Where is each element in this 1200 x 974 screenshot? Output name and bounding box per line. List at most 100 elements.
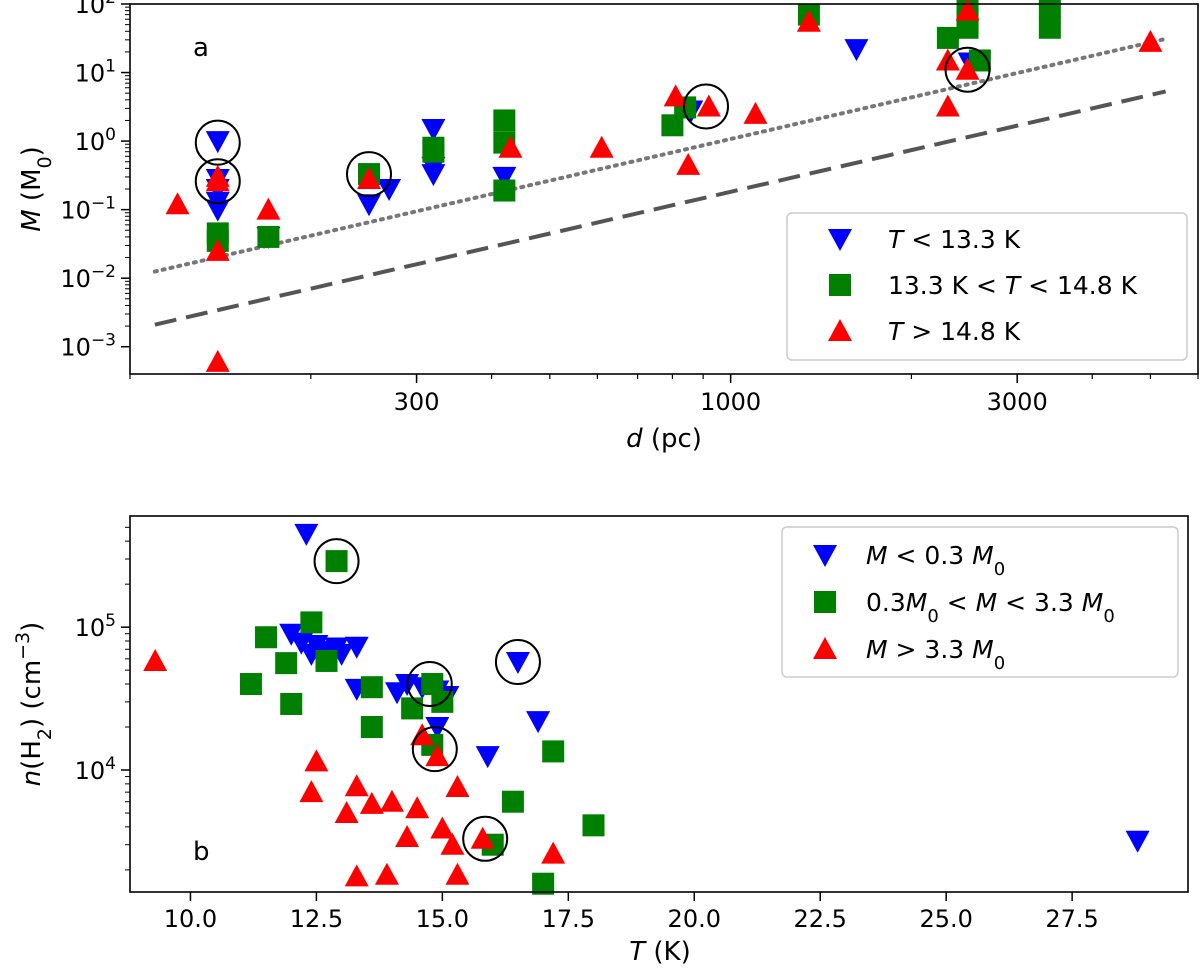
panel-b-x-tick-label-6: 22.5 — [794, 905, 847, 933]
panel-a-y-tick-label-1: 10−3 — [60, 331, 116, 362]
panel-a-y-ticks: 10−3 10−2 10−1 100 101 102 — [60, 0, 130, 362]
panel-a-series-2-point-18 — [1038, 0, 1061, 19]
panel-b-series-2-point-6 — [315, 649, 338, 672]
panel-b-x-tick-label-1: 10.0 — [164, 905, 217, 933]
panel-a-x-ticks: 300 1000 3000 — [129, 374, 1199, 416]
panel-a-series-3-point-1 — [205, 349, 230, 372]
panel-b-series-1-point-8 — [329, 643, 354, 666]
panel-b-legend-markers — [813, 545, 837, 659]
panel-b-series-2-point-15 — [501, 790, 524, 813]
panel-a-series-1-point-14 — [844, 39, 869, 62]
panel-b-series-2-point-8 — [360, 676, 383, 699]
panel-a-series-2-point-16 — [956, 16, 979, 39]
panel-a-circle-5 — [944, 46, 991, 93]
panel-b-y-tick-label-1: 104 — [75, 754, 116, 785]
panel-a-x-tick-label-1: 300 — [394, 388, 440, 416]
panel-b-series-3-point-11 — [405, 796, 430, 819]
panel-a-series-1-point-5 — [205, 199, 230, 222]
panel-b-series-2-point-7 — [325, 550, 348, 573]
panel-a-series-2-point-19 — [1038, 16, 1061, 39]
panel-a-y-axis-label: M (M0) — [17, 146, 56, 232]
panel-b-series-3-point-16 — [445, 862, 470, 885]
panel-b-circle-1 — [313, 538, 360, 585]
panel-b-series-3-point-17 — [445, 775, 470, 798]
panel-a-letter: a — [193, 33, 209, 63]
panel-b-series-3-point-1 — [143, 648, 168, 671]
panel-a-series-1-point-7 — [357, 194, 382, 217]
panel-a-series-1-point-12 — [492, 166, 517, 189]
panel-b-series-3-point-18 — [470, 826, 495, 849]
panel-b-series-2-point-17 — [542, 740, 565, 763]
panel-b-series-1-point-5 — [304, 635, 329, 658]
panel-b-x-tick-label-5: 20.0 — [668, 905, 721, 933]
panel-b-x-ticks: 10.0 12.5 15.0 17.5 20.0 22.5 25.0 27.5 — [164, 892, 1099, 933]
panel-b-series-2-point-1 — [239, 673, 262, 696]
panel-a-circle-4 — [683, 83, 730, 130]
panel-a-series-1-point-8 — [377, 179, 402, 201]
panel-a-legend-label-1: T < 13.3 K — [888, 225, 1021, 254]
panel-a-legend-markers — [828, 229, 852, 341]
panel-b-x-tick-label-8: 27.5 — [1045, 905, 1098, 933]
panel-b-legend-marker-1 — [813, 545, 837, 567]
panel-a-series-2-point-10 — [661, 114, 684, 137]
panel-a-x-axis-label: d (pc) — [626, 424, 702, 454]
panel-a-legend-marker-1 — [828, 229, 852, 251]
panel-a-reference-lines — [152, 36, 1168, 327]
panel-a-series-2-point-3 — [257, 225, 280, 248]
panel-a-legend-marker-2 — [829, 274, 851, 296]
panel-b-series-2-point-5 — [300, 611, 323, 634]
panel-a-series-2-point-13 — [936, 26, 959, 49]
panel-a-reference-line-dashed — [154, 89, 1167, 327]
panel-a-y-tick-label-6: 102 — [75, 0, 116, 19]
panel-b-series-2-point-11 — [421, 673, 444, 696]
panel-a-series-3-point-13 — [743, 101, 768, 124]
panel-a-reference-line-dotted — [152, 36, 1168, 274]
panel-a-series-3-point-2 — [205, 238, 230, 261]
panel-a-x-tick-label-2: 1000 — [700, 388, 761, 416]
panel-a-series-3-point-11 — [676, 152, 701, 175]
panel-b-x-axis-label: T (K) — [629, 937, 691, 967]
panel-b-series-2-point-18 — [582, 814, 605, 837]
panel-a-circle-2 — [194, 158, 241, 205]
panel-b-series-3-point-9 — [379, 789, 404, 812]
panel-b-series-3-point-5 — [344, 774, 369, 797]
panel-a-series-3-point-17 — [955, 0, 980, 21]
panel-a-series-1-point-9 — [421, 119, 446, 142]
panel-a-y-tick-label-4: 100 — [75, 125, 116, 156]
panel-b-series-3-point-7 — [359, 791, 384, 814]
panel-a-series-2-point-17 — [968, 49, 991, 72]
panel-a-circle-3 — [346, 151, 393, 198]
panel-a-circle-1 — [194, 119, 241, 166]
panel-b: b 10.0 12.5 15.0 17.5 20.0 22.5 25.0 27.5 10410… — [12, 515, 1189, 967]
panel-b-x-tick-label-4: 17.5 — [542, 905, 595, 933]
panel-b-series-2-point-9 — [360, 716, 383, 739]
panel-b-series-2-point-4 — [280, 692, 303, 715]
panel-b-series-1-point-1 — [294, 523, 319, 546]
panel-b-circle-4 — [494, 639, 541, 686]
panel-b-frame — [129, 515, 1189, 893]
panel-b-series-2-point-3 — [275, 652, 298, 675]
panel-a-series-3-point-14 — [796, 9, 821, 32]
panel-a-series-3-point-9 — [589, 135, 614, 158]
panel-b-series-3-point-14 — [430, 816, 455, 839]
panel-a: a 300 1000 3000 10−3 10−2 10−1 100 101 102 d (p… — [17, 0, 1199, 454]
panel-a-series-3-point-4 — [205, 169, 230, 192]
panel-b-y-tick-label-2: 105 — [75, 611, 116, 642]
panel-b-circle-2 — [406, 661, 453, 708]
panel-b-series-3-point-4 — [334, 801, 359, 824]
panel-a-legend-label-2: 13.3 K < T < 14.8 K — [888, 271, 1138, 300]
panel-b-x-tick-label-3: 15.0 — [416, 905, 469, 933]
panel-a-series-2-point-9 — [493, 179, 516, 202]
panel-b-series-2-point-2 — [255, 626, 278, 649]
panel-a-series-3-point-7 — [357, 166, 382, 189]
panel-a-y-tick-label-2: 10−2 — [60, 262, 116, 293]
panel-b-legend: M < 0.3 M0 0.3M0 < M < 3.3 M0 M > 3.3 M0 — [781, 526, 1179, 678]
panel-a-legend-label-3: T > 14.8 K — [888, 317, 1021, 346]
panel-a-series-3-point-5 — [165, 192, 190, 215]
panel-b-series-1-point-19 — [526, 711, 551, 734]
panel-b-series-2-point-16 — [532, 872, 555, 895]
panel-a-x-tick-label-3: 3000 — [987, 388, 1048, 416]
panel-b-series-3-point-10 — [395, 824, 420, 847]
